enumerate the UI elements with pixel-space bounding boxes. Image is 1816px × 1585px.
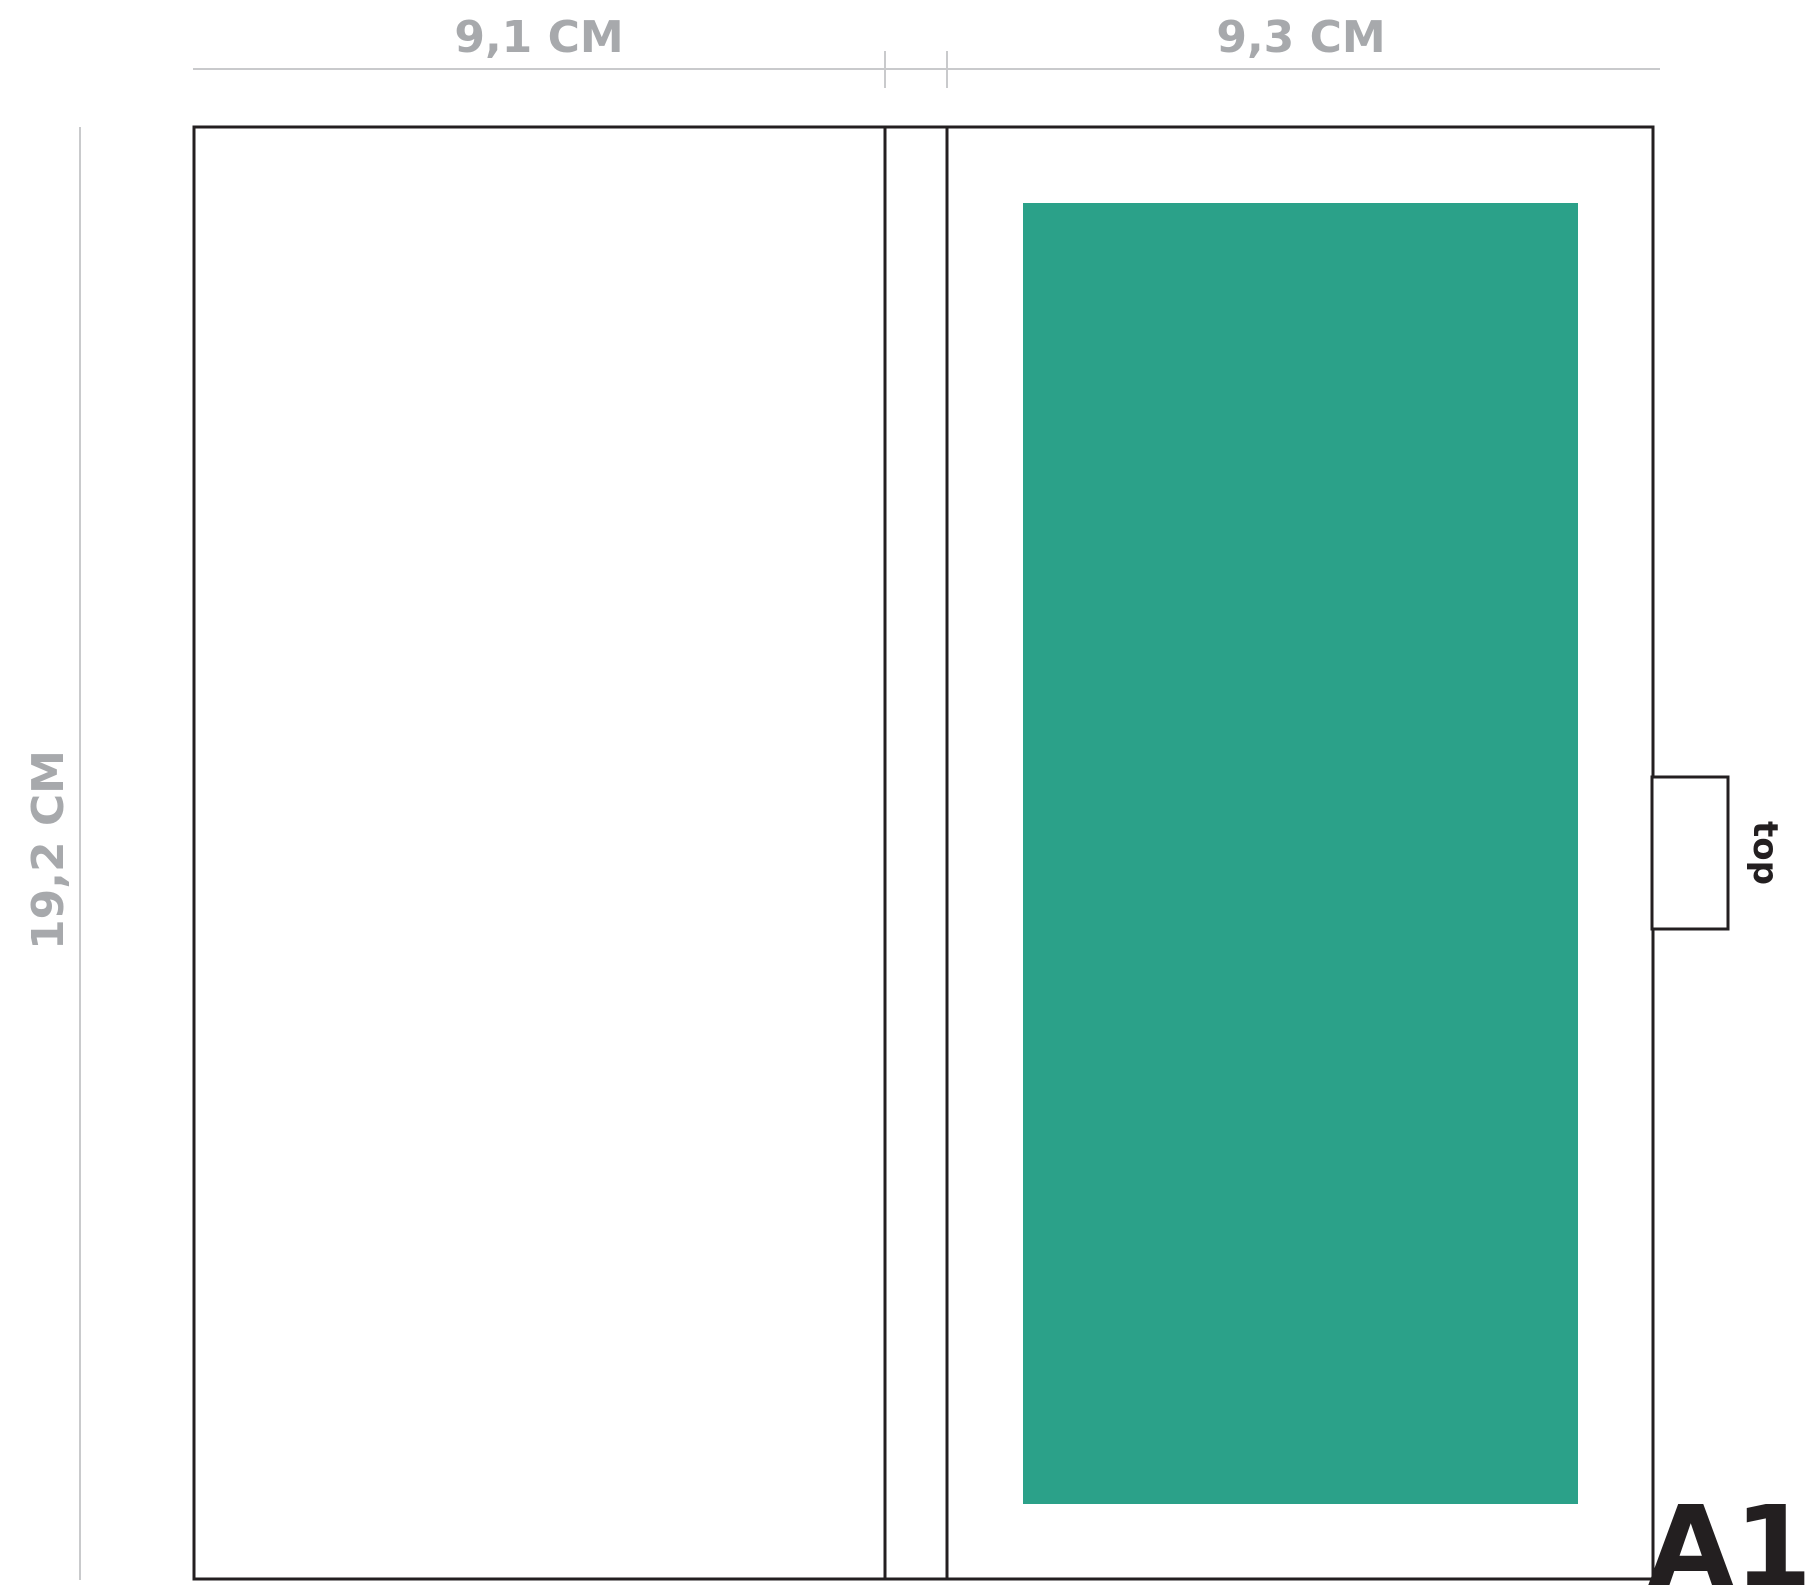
left-panel — [192, 125, 887, 1581]
spine-panel — [883, 125, 949, 1581]
print-area — [1023, 203, 1578, 1504]
tab-label: top — [1745, 821, 1785, 885]
left-panel-width-label: 9,1 CM — [454, 12, 623, 63]
height-label: 19,2 CM — [23, 750, 74, 950]
template-code: A1 — [1647, 1483, 1812, 1585]
right-panel-width-label: 9,3 CM — [1216, 12, 1385, 63]
top-tab — [1650, 775, 1730, 931]
